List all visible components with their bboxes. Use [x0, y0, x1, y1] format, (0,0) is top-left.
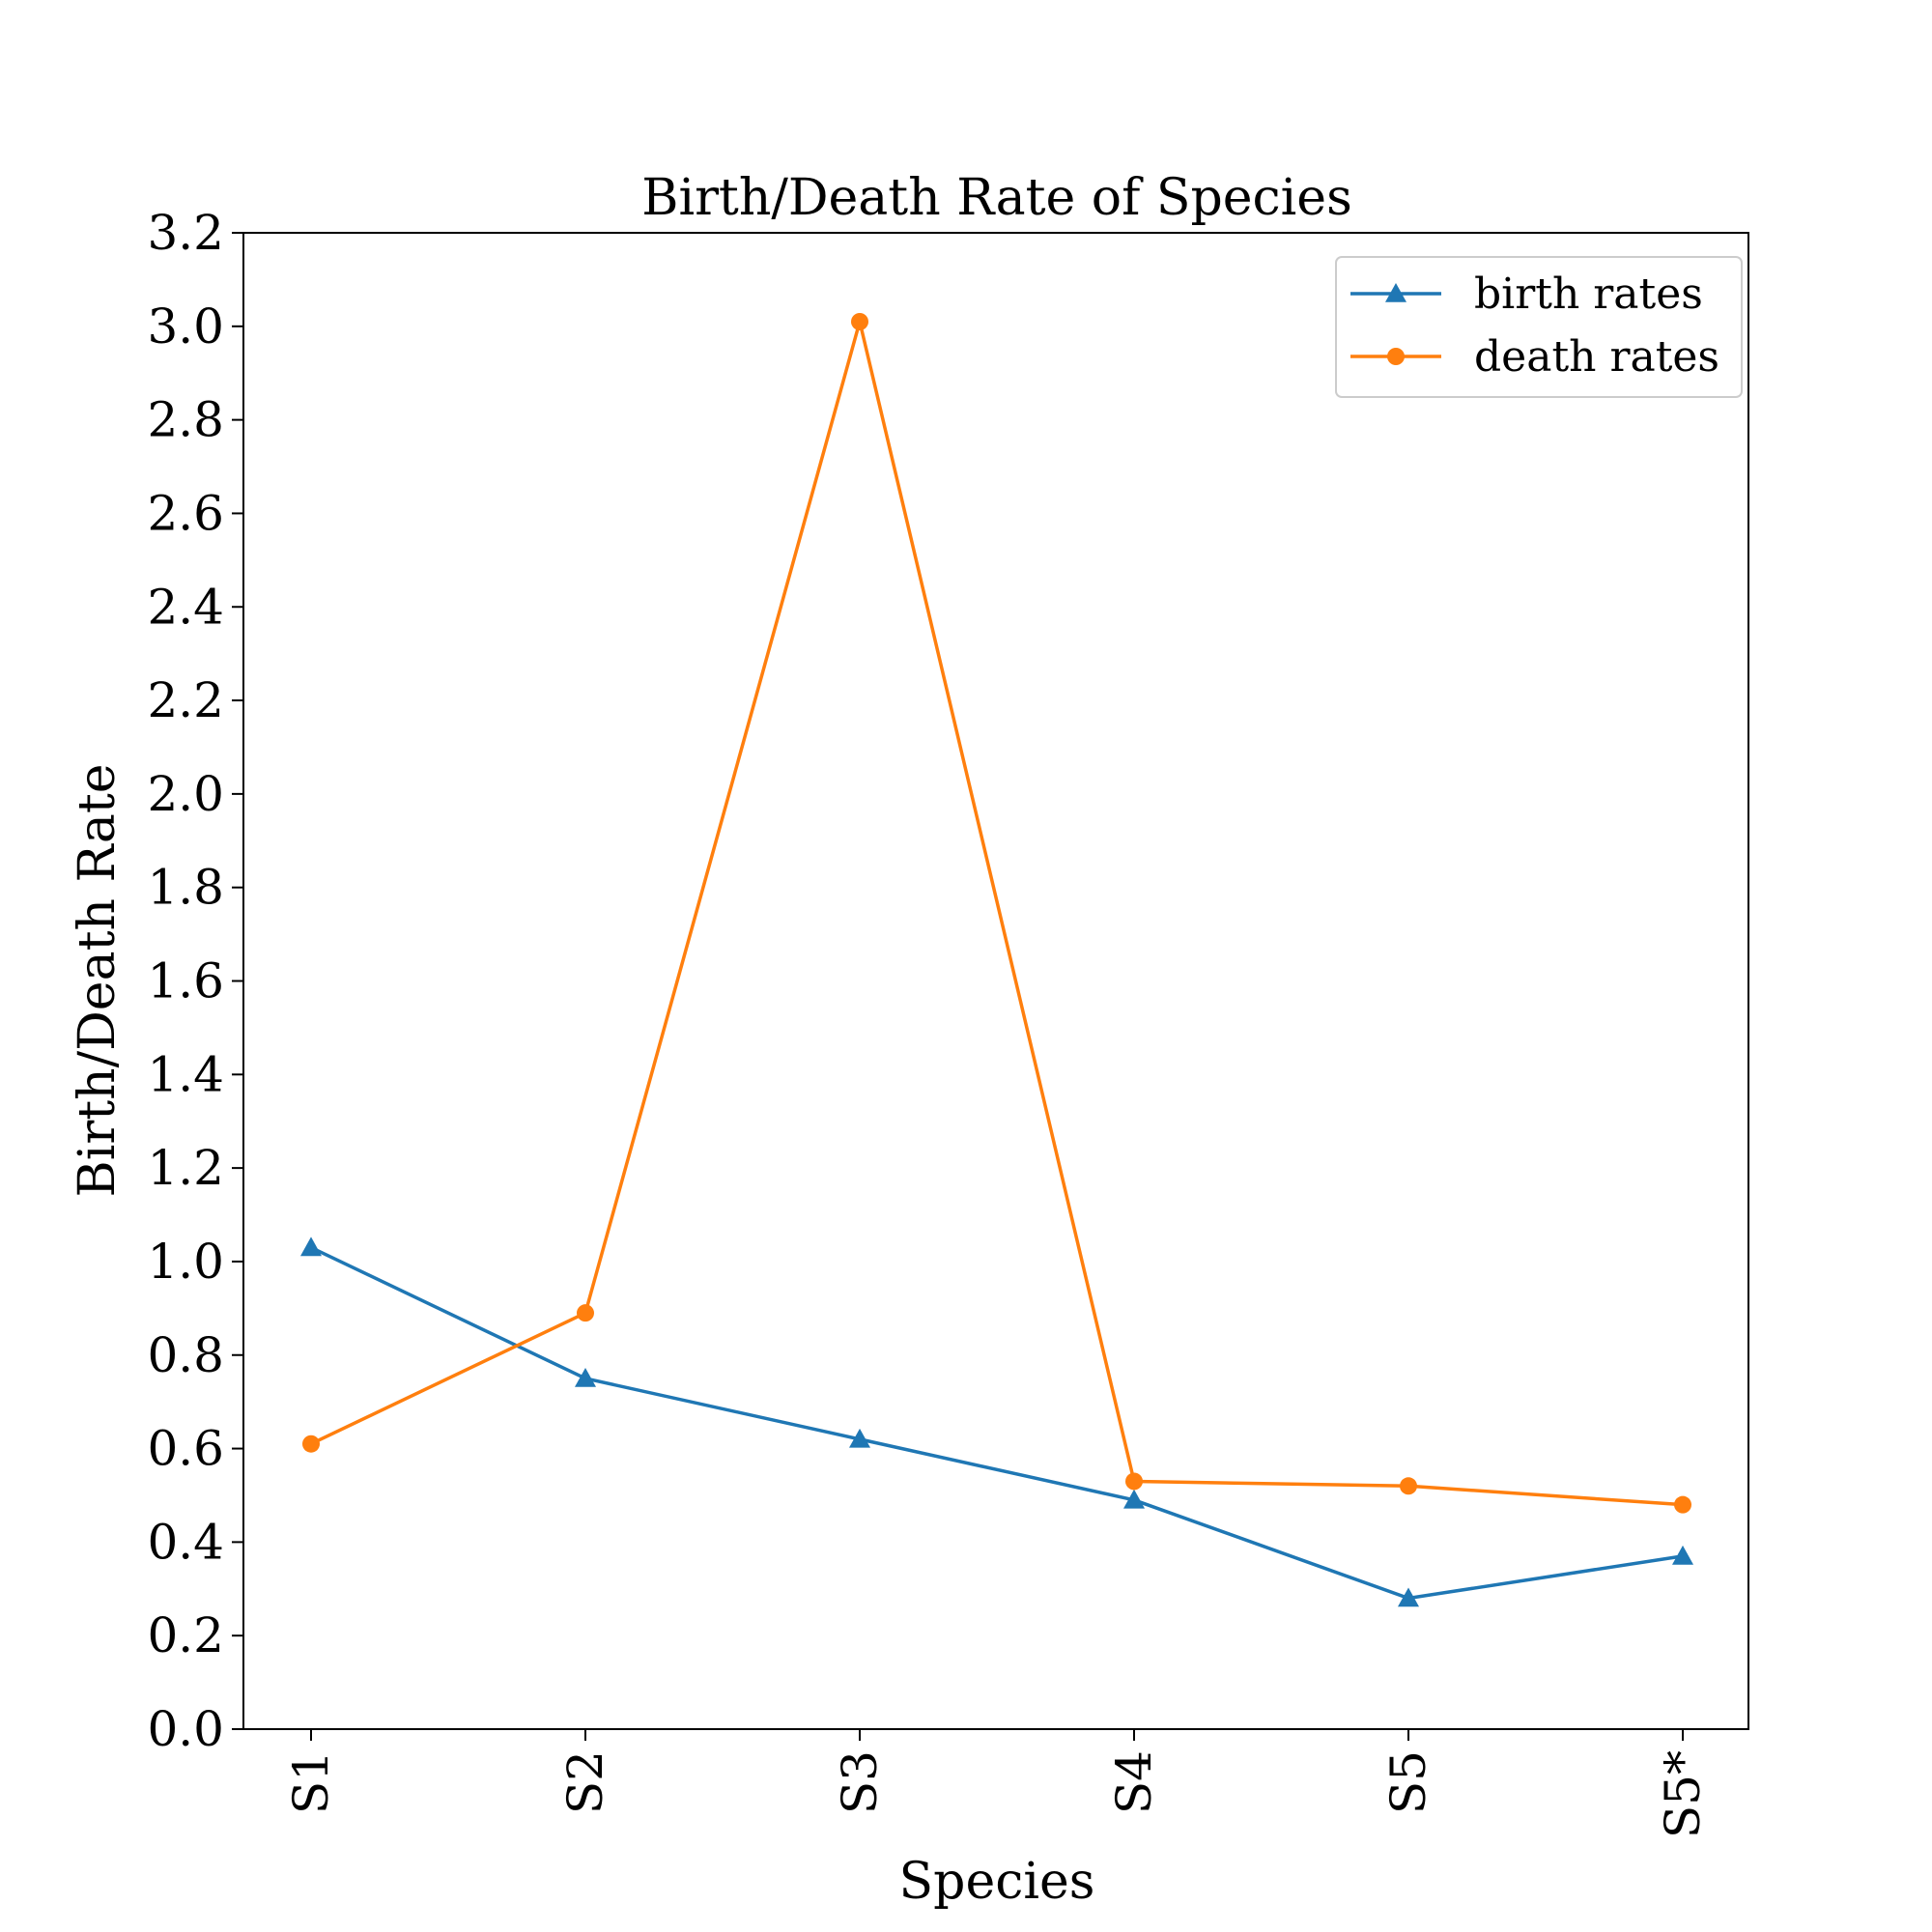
data-point	[851, 312, 868, 330]
y-tick-label: 2.8	[147, 392, 224, 448]
data-point	[1674, 1495, 1691, 1514]
data-point	[1123, 1489, 1145, 1509]
legend-marker	[1387, 348, 1405, 365]
data-point	[300, 1236, 322, 1257]
x-tick-label: S3	[832, 1750, 888, 1814]
plot-area	[300, 312, 1693, 1607]
y-tick-label: 1.6	[147, 953, 224, 1009]
series-death-rates	[302, 312, 1691, 1514]
data-point	[302, 1435, 320, 1453]
y-tick-label: 3.2	[147, 205, 224, 261]
chart-title: Birth/Death Rate of Species	[641, 169, 1352, 227]
y-tick-label: 0.2	[147, 1607, 224, 1663]
y-tick-label: 0.0	[147, 1701, 224, 1757]
y-tick-label: 3.0	[147, 298, 224, 355]
series-birth-rates	[300, 1236, 1693, 1607]
y-tick-label: 0.8	[147, 1327, 224, 1383]
y-tick-label: 2.6	[147, 485, 224, 541]
legend-item: death rates	[1350, 332, 1719, 382]
series-line	[310, 1245, 1684, 1601]
legend-label: death rates	[1474, 332, 1719, 382]
data-point	[1672, 1545, 1693, 1565]
y-tick-label: 1.0	[147, 1234, 224, 1290]
data-point	[575, 1367, 596, 1387]
series-line	[310, 320, 1684, 1507]
y-tick-label: 1.2	[147, 1140, 224, 1196]
x-tick-label: S5*	[1655, 1750, 1711, 1838]
y-tick-label: 2.4	[147, 579, 224, 635]
x-tick-label: S1	[283, 1750, 339, 1814]
y-tick-label: 1.8	[147, 860, 224, 916]
data-point	[1400, 1477, 1417, 1495]
legend: birth rates death rates	[1335, 256, 1743, 398]
y-tick-label: 2.2	[147, 672, 224, 728]
legend-item: birth rates	[1350, 270, 1703, 319]
legend-label: birth rates	[1474, 270, 1703, 319]
y-axis-title: Birth/Death Rate	[69, 763, 127, 1197]
y-tick-label: 2.0	[147, 766, 224, 822]
plot-frame	[242, 232, 1749, 1730]
data-point	[1398, 1587, 1419, 1607]
data-point	[1125, 1472, 1143, 1491]
x-axis-title: Species	[899, 1853, 1095, 1911]
y-axis: 0.0 0.2 0.4 0.6 0.8 1.0 1.2 1.4 1.6 1.8 2.0 2.2 2.4 2…	[147, 205, 243, 1757]
x-axis: S1 S2 S3 S4 S5 S5*	[283, 1729, 1711, 1838]
data-point	[577, 1304, 594, 1322]
data-point	[849, 1428, 870, 1448]
x-tick-label: S4	[1106, 1750, 1162, 1814]
x-tick-label: S5	[1380, 1750, 1436, 1814]
y-tick-label: 0.4	[147, 1514, 224, 1570]
y-tick-label: 0.6	[147, 1421, 224, 1477]
y-tick-label: 1.4	[147, 1046, 224, 1102]
x-tick-label: S2	[557, 1750, 613, 1814]
legend-marker	[1385, 283, 1406, 302]
